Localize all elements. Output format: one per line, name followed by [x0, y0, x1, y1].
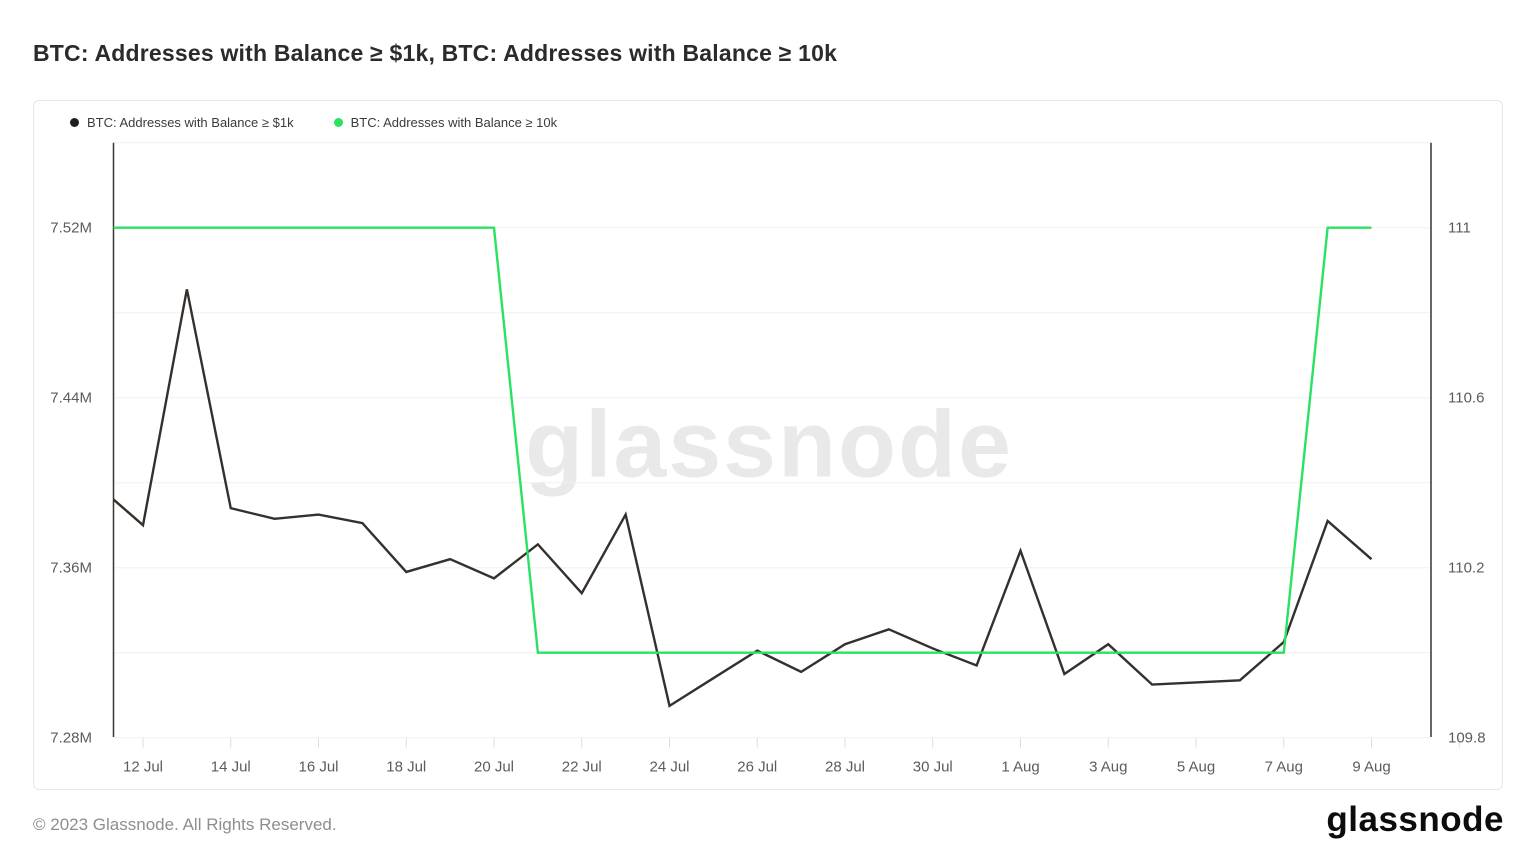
- glassnode-logo: glassnode: [1326, 800, 1504, 839]
- legend-dot-icon: [333, 118, 343, 127]
- x-axis-label: 16 Jul: [298, 759, 338, 776]
- x-axis-ticks: [142, 737, 1460, 748]
- left-axis-label: 7.36M: [50, 560, 92, 577]
- chart-canvas[interactable]: 7.52M 7.44M 7.36M 7.28M 111 110.6 110.2 109.8 12…: [34, 101, 1502, 789]
- gridlines: [113, 142, 1431, 739]
- series-line-balance-10k: [113, 226, 1372, 654]
- left-axis-label: 7.28M: [50, 730, 92, 747]
- legend-item-label: BTC: Addresses with Balance ≥ 10k: [350, 115, 558, 130]
- left-axis-label: 7.52M: [50, 220, 92, 237]
- right-axis-label: 110.2: [1448, 560, 1484, 577]
- legend-item-balance-10k[interactable]: BTC: Addresses with Balance ≥ 10k: [333, 115, 558, 130]
- x-axis-label: 30 Jul: [913, 759, 953, 776]
- x-axis-label: 14 Jul: [211, 759, 251, 776]
- x-axis-label: 12 Jul: [123, 759, 163, 776]
- series-line-balance-1k: [113, 289, 1373, 708]
- right-axis-label: 111: [1448, 220, 1471, 237]
- legend-item-label: BTC: Addresses with Balance ≥ $1k: [87, 115, 294, 130]
- page-title: BTC: Addresses with Balance ≥ $1k, BTC: …: [33, 40, 838, 66]
- x-axis-label: 28 Jul: [825, 759, 865, 776]
- chart-legend: BTC: Addresses with Balance ≥ $1k BTC: Ad…: [70, 115, 557, 130]
- x-axis-label: 1 Aug: [1001, 759, 1039, 776]
- x-axis-label: 26 Jul: [737, 759, 777, 776]
- x-axis-label: 7 Aug: [1265, 759, 1303, 776]
- legend-dot-icon: [70, 118, 79, 127]
- x-axis-label: 3 Aug: [1089, 759, 1127, 776]
- right-axis-label: 109.8: [1448, 730, 1486, 747]
- series-lines: [113, 226, 1373, 708]
- x-axis-label: 18 Jul: [386, 759, 426, 776]
- x-axis-label: 20 Jul: [474, 759, 514, 776]
- left-axis-label: 7.44M: [50, 390, 92, 407]
- glassnode-watermark: glassnode: [525, 391, 1013, 498]
- x-axis-label: 5 Aug: [1177, 759, 1215, 776]
- x-axis-label: 22 Jul: [562, 759, 602, 776]
- copyright-text: © 2023 Glassnode. All Rights Reserved.: [33, 815, 337, 834]
- chart-card: glassnode 7.52M 7.44M 7.36M 7.28M 111 110.6 11…: [33, 100, 1503, 790]
- x-axis-label: 9 Aug: [1352, 759, 1390, 776]
- right-axis-label: 110.6: [1448, 390, 1484, 407]
- x-axis-label: 24 Jul: [649, 759, 689, 776]
- legend-item-balance-1k[interactable]: BTC: Addresses with Balance ≥ $1k: [70, 115, 294, 130]
